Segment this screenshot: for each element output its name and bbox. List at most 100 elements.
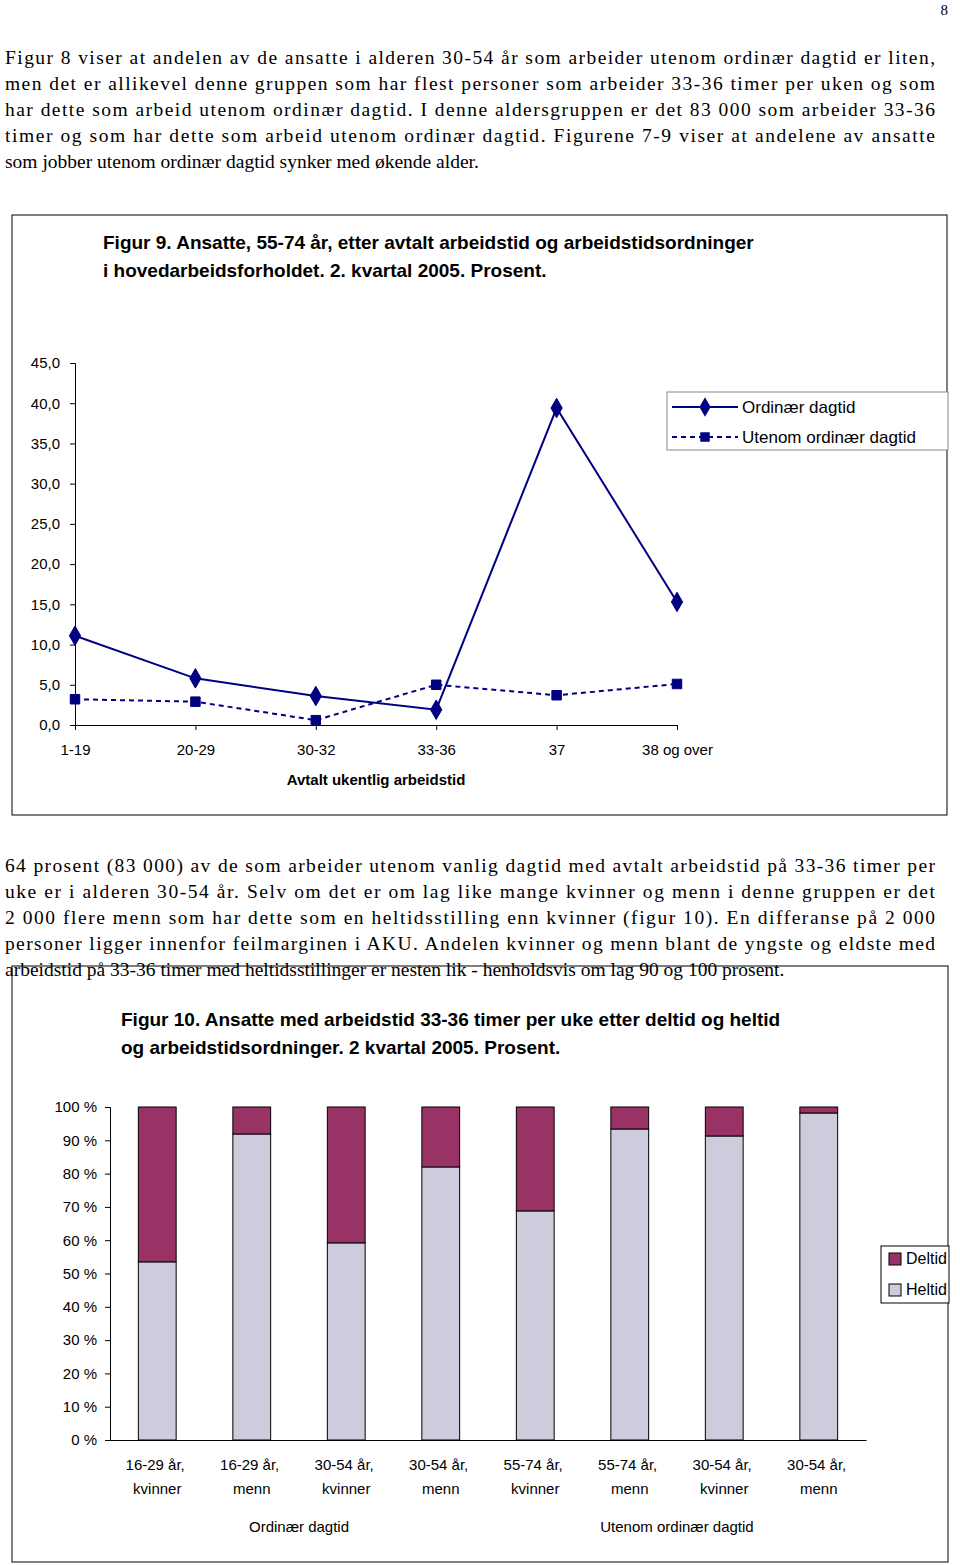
axis-line bbox=[111, 1440, 867, 1441]
paragraph-line: personer ligger innenfor feilmarginen i … bbox=[5, 933, 935, 954]
paragraph-line: Figur 8 viser at andelen av de ansatte i… bbox=[5, 47, 935, 68]
axis-line bbox=[76, 726, 678, 731]
tick: 20,0 bbox=[31, 555, 75, 572]
tick-label: 30-54 år, menn bbox=[409, 1456, 472, 1497]
tick: 55-74 år, menn bbox=[598, 1440, 661, 1497]
tick: 50 % bbox=[63, 1265, 110, 1282]
tick: 10 % bbox=[63, 1398, 110, 1415]
tick-mark bbox=[195, 725, 196, 730]
tick-mark bbox=[105, 1174, 110, 1175]
tick-label: 40 % bbox=[63, 1298, 97, 1315]
tick: 60 % bbox=[63, 1232, 110, 1249]
paragraph-line: arbeidstid på 33-36 timer med heltidssti… bbox=[5, 959, 784, 980]
tick: 30 % bbox=[63, 1331, 110, 1348]
tick: 45,0 bbox=[31, 354, 75, 371]
tick-mark bbox=[70, 524, 75, 525]
tick: 30-32 bbox=[297, 725, 335, 758]
tick: 15,0 bbox=[31, 596, 75, 613]
tick: 70 % bbox=[63, 1198, 110, 1215]
tick-label: 70 % bbox=[63, 1198, 97, 1215]
page-number: 8 bbox=[941, 2, 949, 18]
tick: 30-54 år, kvinner bbox=[693, 1440, 756, 1497]
tick-mark bbox=[436, 725, 437, 730]
tick-mark bbox=[557, 725, 558, 730]
paragraph-line: som jobber utenom ordinær dagtid synker … bbox=[5, 151, 479, 172]
tick-label: 16-29 år, kvinner bbox=[126, 1456, 189, 1497]
tick-label: 55-74 år, menn bbox=[598, 1456, 661, 1497]
tick: 20-29 bbox=[177, 725, 215, 758]
tick-label: 1-19 bbox=[60, 741, 90, 758]
tick: 10,0 bbox=[31, 636, 75, 653]
legend-box bbox=[667, 392, 948, 450]
tick-mark bbox=[105, 1107, 110, 1108]
tick-label: 10,0 bbox=[31, 636, 60, 653]
tick-mark bbox=[70, 604, 75, 605]
tick-label: 40,0 bbox=[31, 395, 60, 412]
tick-label: 90 % bbox=[63, 1132, 97, 1149]
page-background bbox=[0, 0, 960, 1565]
plot-area bbox=[138, 1107, 837, 1440]
tick: 33-36 bbox=[418, 725, 456, 758]
bar-segment bbox=[422, 1107, 460, 1167]
tick-mark bbox=[105, 1440, 110, 1441]
bar-segment bbox=[705, 1107, 743, 1136]
paragraph: Figur 8 viser at andelen av de ansatte i… bbox=[5, 47, 935, 172]
bar-segment bbox=[233, 1134, 271, 1440]
paragraph-line: har dette som arbeid utenom ordinær dagt… bbox=[5, 99, 935, 120]
bar-segment bbox=[138, 1262, 176, 1440]
tick: 40 % bbox=[63, 1298, 110, 1315]
tick-mark bbox=[105, 1407, 110, 1408]
axis-line bbox=[105, 1108, 111, 1441]
tick-label: 55-74 år, kvinner bbox=[504, 1456, 567, 1497]
tick: 55-74 år, kvinner bbox=[504, 1440, 567, 1497]
tick-label: 35,0 bbox=[31, 435, 60, 452]
marker bbox=[70, 695, 79, 704]
marker bbox=[552, 690, 561, 699]
tick: 30,0 bbox=[31, 475, 75, 492]
paragraph-line: uke er i alderen 30-54 år. Selv om det e… bbox=[5, 881, 936, 902]
tick: 1-19 bbox=[60, 725, 90, 758]
tick: 0,0 bbox=[39, 716, 75, 733]
tick-label: 80 % bbox=[63, 1165, 97, 1182]
tick-label: 0 % bbox=[71, 1431, 97, 1448]
tick-label: 20,0 bbox=[31, 555, 60, 572]
bar-segment bbox=[611, 1107, 649, 1129]
tick-mark bbox=[75, 725, 76, 730]
series-line bbox=[75, 408, 677, 710]
legend-label: Utenom ordinær dagtid bbox=[742, 428, 916, 447]
bar-segment bbox=[516, 1211, 554, 1440]
tick: 38 og over bbox=[642, 725, 713, 758]
tick-label: 30-54 år, kvinner bbox=[315, 1456, 378, 1497]
tick: 80 % bbox=[63, 1165, 110, 1182]
tick-label: 30-32 bbox=[297, 741, 335, 758]
tick-mark bbox=[70, 484, 75, 485]
chart: Figur 9. Ansatte, 55-74 år, etter avtalt… bbox=[12, 215, 948, 815]
tick-mark bbox=[105, 1274, 110, 1275]
tick-label: 60 % bbox=[63, 1232, 97, 1249]
marker bbox=[311, 715, 320, 724]
tick: 30-54 år, menn bbox=[409, 1440, 472, 1497]
tick: 16-29 år, menn bbox=[220, 1440, 283, 1497]
bar-segment bbox=[327, 1243, 365, 1440]
bar-segment bbox=[611, 1129, 649, 1440]
plot-area bbox=[69, 398, 682, 725]
series-line bbox=[75, 684, 677, 720]
tick-label: 38 og over bbox=[642, 741, 713, 758]
tick: 40,0 bbox=[31, 395, 75, 412]
legend: DeltidHeltid bbox=[881, 1246, 949, 1303]
marker bbox=[69, 626, 80, 646]
bar-segment bbox=[138, 1107, 176, 1262]
paragraph-line: men det er allikevel denne gruppen som h… bbox=[5, 73, 935, 94]
axis-line bbox=[70, 364, 76, 726]
group-label: Utenom ordinær dagtid bbox=[600, 1518, 753, 1535]
tick-label: 30,0 bbox=[31, 475, 60, 492]
legend-swatch bbox=[889, 1253, 901, 1265]
tick: 90 % bbox=[63, 1132, 110, 1149]
x-axis: 16-29 år, kvinner 16-29 år, menn 30-54 år,… bbox=[111, 1440, 867, 1497]
bar-segment bbox=[800, 1107, 838, 1113]
marker bbox=[672, 679, 681, 688]
legend: Ordinær dagtidUtenom ordinær dagtid bbox=[667, 392, 948, 450]
marker bbox=[310, 686, 321, 706]
tick-mark bbox=[677, 725, 678, 730]
paragraph-line: 2 000 flere menn som har dette som en he… bbox=[5, 907, 935, 929]
